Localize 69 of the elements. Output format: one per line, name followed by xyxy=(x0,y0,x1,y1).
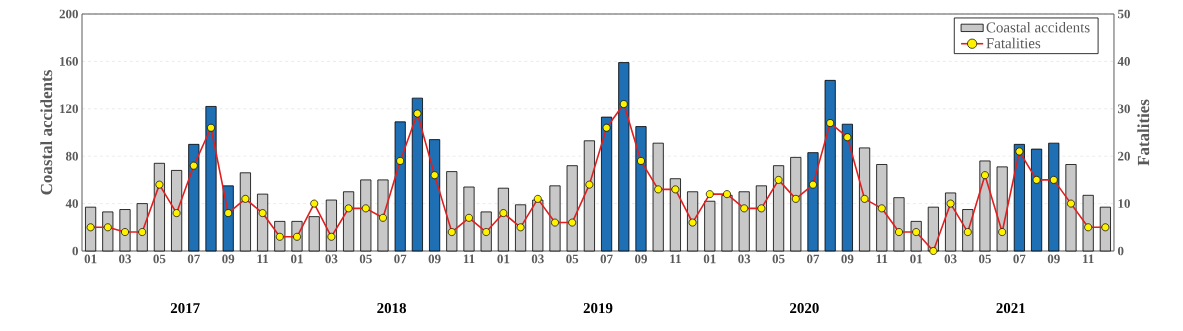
bar xyxy=(171,170,183,252)
bar xyxy=(205,106,217,252)
x-tick-label: 09 xyxy=(635,254,647,264)
y-tick-label: 40 xyxy=(65,199,78,208)
bar xyxy=(411,97,423,252)
y-tick-label: 200 xyxy=(59,9,78,19)
y2-tick-label: 0 xyxy=(1117,246,1124,256)
x-tick-label: 11 xyxy=(876,254,888,264)
x-tick-label: 11 xyxy=(257,254,269,264)
text: 2020 xyxy=(790,303,819,314)
text: 2017 xyxy=(170,303,200,314)
x-tick-label: 07 xyxy=(1013,254,1026,264)
y-tick-label: 160 xyxy=(60,57,78,66)
x-tick-label: 03 xyxy=(119,254,132,264)
x-tick-label: 05 xyxy=(566,254,579,264)
bar xyxy=(188,143,200,252)
bar xyxy=(239,172,251,252)
x-tick-label: 07 xyxy=(394,254,407,264)
bar xyxy=(1031,148,1043,252)
y2-axis-title: Fatalities xyxy=(1137,99,1150,166)
x-tick-label: 03 xyxy=(944,254,957,264)
y2-tick-label: 50 xyxy=(1118,9,1130,19)
x-tick-label: 01 xyxy=(910,254,922,264)
bar xyxy=(807,152,819,252)
y2-tick-label: 20 xyxy=(1118,151,1130,161)
text: 2021 xyxy=(996,303,1025,314)
x-tick-label: 01 xyxy=(703,254,716,264)
x-tick-label: 11 xyxy=(1083,254,1094,264)
y-tick-label: 0 xyxy=(72,246,78,256)
x-tick-label: 01 xyxy=(497,254,510,264)
x-tick-label: 07 xyxy=(807,254,820,264)
legend-label: Fatalities xyxy=(986,37,1041,49)
bar xyxy=(635,126,647,252)
legend-label: Coastal accidents xyxy=(986,21,1090,33)
bar xyxy=(394,121,406,252)
x-tick-label: 05 xyxy=(979,254,991,264)
x-tick-label: 01 xyxy=(291,254,303,264)
x-tick-label: 05 xyxy=(153,254,166,264)
x-tick-label: 03 xyxy=(325,254,338,264)
y-tick-label: 120 xyxy=(60,104,78,114)
y2-tick-label: 30 xyxy=(1117,104,1130,114)
y-axis-title: Coastal accidents xyxy=(40,70,53,195)
x-tick-label: 05 xyxy=(359,254,372,264)
y-tick-label: 80 xyxy=(65,151,78,161)
x-tick-label: 03 xyxy=(738,254,751,264)
x-tick-label: 07 xyxy=(600,254,613,264)
bar xyxy=(618,62,630,252)
x-tick-label: 09 xyxy=(428,254,441,264)
bar xyxy=(601,116,613,252)
bar xyxy=(824,79,836,252)
x-tick-label: 09 xyxy=(1047,254,1060,264)
x-tick-label: 05 xyxy=(772,254,785,264)
x-tick-label: 01 xyxy=(84,254,97,264)
bar xyxy=(429,139,441,252)
x-tick-label: 09 xyxy=(222,254,235,264)
x-tick-label: 11 xyxy=(670,254,681,264)
text: 2018 xyxy=(377,303,407,314)
bar xyxy=(1013,143,1025,252)
x-tick-label: 07 xyxy=(187,254,200,264)
bar xyxy=(841,123,853,252)
y2-tick-label: 40 xyxy=(1117,57,1130,66)
x-tick-label: 09 xyxy=(841,254,854,264)
bar xyxy=(755,185,767,252)
bar xyxy=(308,216,320,252)
x-tick-label: 11 xyxy=(463,254,475,264)
x-tick-label: 03 xyxy=(531,254,544,264)
text: 2019 xyxy=(583,303,613,314)
bar xyxy=(1048,142,1060,252)
y2-tick-label: 10 xyxy=(1118,199,1130,208)
